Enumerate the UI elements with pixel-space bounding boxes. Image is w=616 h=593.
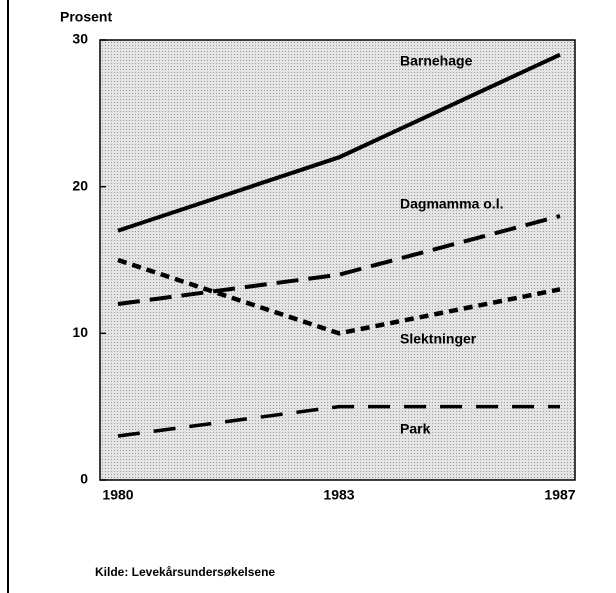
x-tick-label: 1983 [323,487,354,503]
source: Kilde: Levekårsundersøkelsene [95,565,275,579]
series-label: Barnehage [400,53,473,69]
series-line [117,257,561,336]
series-label: Slektninger [400,331,477,347]
x-tick-label: 1980 [102,487,133,503]
plot-area [99,39,576,481]
x-tick-label: 1987 [544,487,575,503]
series-line [117,52,561,233]
series-line [117,404,560,438]
y-tick-label: 10 [72,324,88,340]
y-tick-label: 20 [72,177,88,193]
series-label: Dagmamma o.l. [400,196,503,212]
y-tick-label: 0 [80,471,88,487]
y-tick-label: 30 [72,31,88,47]
series-label: Park [400,421,431,437]
y-axis-label: Prosent [60,9,112,25]
series-line [117,214,561,306]
